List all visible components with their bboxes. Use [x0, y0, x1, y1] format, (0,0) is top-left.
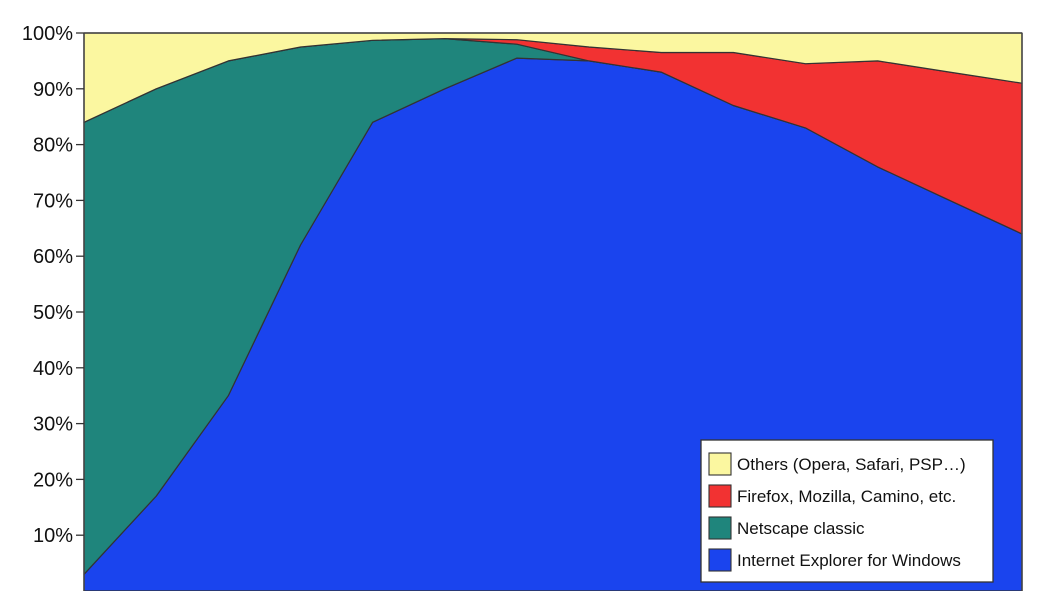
legend-swatch	[708, 452, 732, 476]
legend-label: Others (Opera, Safari, PSP…)	[737, 455, 966, 474]
legend-swatch	[708, 548, 732, 572]
y-tick-label: 100%	[22, 23, 73, 45]
legend-label: Firefox, Mozilla, Camino, etc.	[737, 487, 956, 506]
y-tick-label: 80%	[33, 135, 73, 157]
y-tick-label: 60%	[33, 246, 73, 268]
legend-swatch	[708, 484, 732, 508]
y-tick-label: 10%	[33, 525, 73, 547]
legend-swatch	[708, 516, 732, 540]
y-tick-label: 20%	[33, 469, 73, 491]
legend-box	[700, 439, 994, 583]
y-tick-label: 50%	[33, 302, 73, 324]
y-tick-label: 90%	[33, 79, 73, 101]
legend-label: Netscape classic	[737, 519, 865, 538]
chart-legend: Others (Opera, Safari, PSP…) Firefox, Moz…	[700, 439, 994, 583]
y-tick-label: 40%	[33, 358, 73, 380]
legend-label: Internet Explorer for Windows	[737, 551, 961, 570]
axes-layer: 10% 20% 30% 40% 50% 60% 70% 80% 90% 100%	[22, 23, 1023, 591]
y-tick-label: 30%	[33, 414, 73, 436]
y-tick-label: 70%	[33, 190, 73, 212]
